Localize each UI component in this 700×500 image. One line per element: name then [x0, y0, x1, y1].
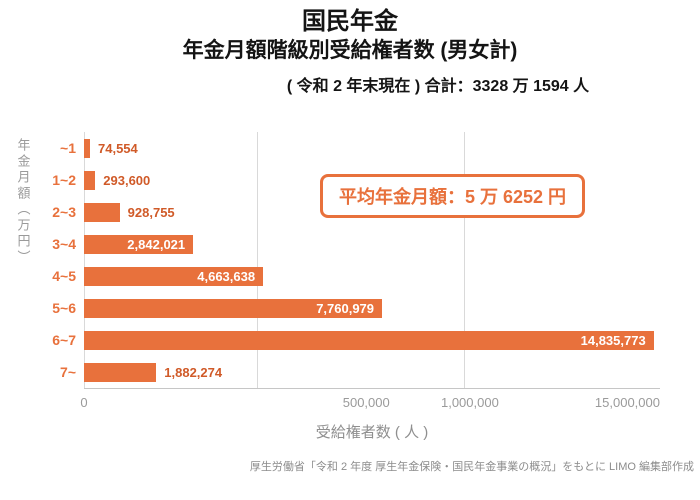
category-label: 1~2	[52, 172, 76, 189]
x-axis: 0 500,000 1,000,000 15,000,000	[80, 388, 660, 413]
category-label: 6~7	[52, 332, 76, 349]
bar	[84, 234, 194, 254]
bar-row: 1~2 293,600	[38, 164, 668, 196]
bar-value-label: 928,755	[127, 204, 175, 220]
annotation-text: 平均年金月額：5 万 6252 円	[339, 187, 567, 208]
y-axis-label-column: 年金月額（万円）	[8, 132, 38, 442]
page-title-line2: 年金月額階級別受給権者数 (男女計)	[182, 39, 518, 63]
plot-box: ~1 74,554 1~2 293,600 2~3 928,755 3~4 2,…	[38, 132, 668, 389]
bar-value-label: 7,760,979	[316, 300, 375, 316]
bar	[84, 330, 654, 350]
title-block: 国民年金 年金月額階級別受給権者数 (男女計) ( 令和 2 年末現在 ) 合計…	[0, 0, 700, 96]
bar-row: 7~ 1,882,274	[38, 356, 668, 388]
bar	[84, 362, 157, 382]
bar-track: 1,882,274	[84, 362, 660, 382]
chart-area: 年金月額（万円） ~1 74,554 1~2 293,600 2~3 928,7…	[0, 132, 700, 442]
bar	[84, 298, 383, 318]
bar-track: 14,835,773	[84, 330, 660, 350]
bar-value-label: 1,882,274	[164, 364, 223, 380]
bar-row: 6~7 14,835,773	[38, 324, 668, 356]
category-label: 7~	[60, 364, 76, 381]
bar-row: 5~6 7,760,979	[38, 292, 668, 324]
bar-value-label: 2,842,021	[127, 236, 186, 252]
gridline	[464, 132, 466, 389]
bar-value-label: 74,554	[98, 140, 138, 156]
bar-value-label: 293,600	[103, 172, 151, 188]
bar-track: 74,554	[84, 138, 660, 158]
bar	[84, 202, 120, 222]
grid-layer	[84, 132, 660, 389]
category-label: ~1	[60, 140, 76, 157]
chart-subtitle: ( 令和 2 年末現在 ) 合計：3328 万 1594 人	[286, 78, 590, 96]
annotation-box: 平均年金月額：5 万 6252 円	[320, 174, 586, 219]
bar-rows: ~1 74,554 1~2 293,600 2~3 928,755 3~4 2,…	[38, 132, 668, 388]
gridline	[84, 132, 85, 389]
source-note: 厚生労働省「令和 2 年度 厚生年金保険・国民年金事業の概況」をもとに LIMO…	[249, 461, 694, 474]
plot-region: ~1 74,554 1~2 293,600 2~3 928,755 3~4 2,…	[38, 132, 668, 442]
category-label: 3~4	[52, 236, 76, 253]
category-label: 2~3	[52, 204, 76, 221]
bar-row: 2~3 928,755	[38, 196, 668, 228]
bar-track: 4,663,638	[84, 266, 660, 286]
bar-row: 3~4 2,842,021	[38, 228, 668, 260]
x-tick-label: 15,000,000	[594, 395, 660, 411]
x-tick-label: 0	[80, 395, 88, 411]
category-label: 5~6	[52, 300, 76, 317]
bar-track: 928,755	[84, 202, 660, 222]
bar-row: ~1 74,554	[38, 132, 668, 164]
bar-track: 2,842,021	[84, 234, 660, 254]
bar	[84, 170, 96, 190]
bar-track: 7,760,979	[84, 298, 660, 318]
bar-value-label: 14,835,773	[580, 332, 646, 348]
bar-row: 4~5 4,663,638	[38, 260, 668, 292]
bar	[84, 266, 264, 286]
bar	[84, 138, 90, 158]
bar-track: 293,600	[84, 170, 660, 190]
x-tick-label: 1,000,000	[440, 395, 499, 411]
gridline	[256, 132, 258, 389]
page-title-line1: 国民年金	[302, 8, 398, 35]
x-axis-title: 受給権者数 ( 人 )	[315, 424, 429, 442]
x-tick-label: 500,000	[342, 395, 390, 411]
y-axis-label: 年金月額（万円）	[15, 138, 31, 267]
bar-value-label: 4,663,638	[197, 268, 256, 284]
category-label: 4~5	[52, 268, 76, 285]
